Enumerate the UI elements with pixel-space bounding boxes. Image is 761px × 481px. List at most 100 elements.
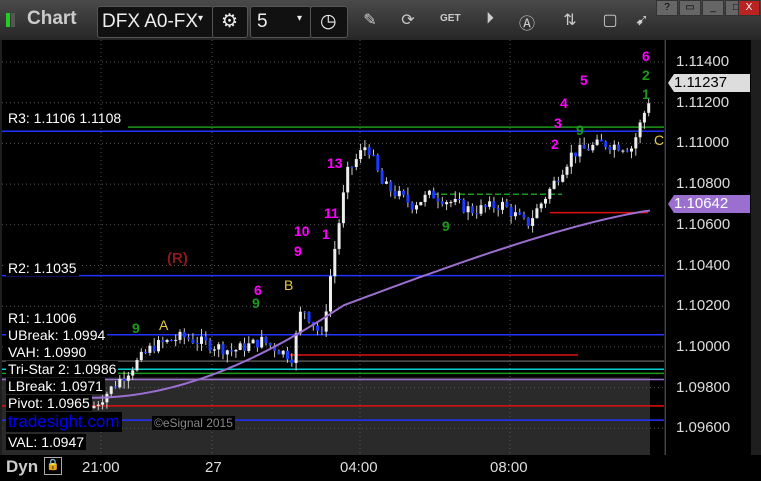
candle-body <box>466 206 470 213</box>
chevron-down-icon[interactable]: ▾ <box>198 13 204 24</box>
candle-body <box>337 223 341 249</box>
candle-body <box>354 159 358 168</box>
restore-button[interactable]: ▭ <box>679 0 701 16</box>
count-label: 9 <box>442 218 450 234</box>
bird-icon[interactable]: ➹ <box>635 12 649 29</box>
candle-body <box>204 336 208 341</box>
candle-body <box>634 137 638 149</box>
candle-body <box>178 331 182 340</box>
candle-body <box>483 205 487 207</box>
candle-body <box>294 333 298 363</box>
clock-icon: ◷ <box>320 11 337 32</box>
play-icon[interactable]: ⏵ <box>485 10 494 27</box>
interval-input[interactable]: 5 ▾ <box>250 6 312 38</box>
time-button[interactable]: ◷ <box>310 6 348 38</box>
lock-icon[interactable]: 🔒 <box>44 457 62 475</box>
chart-canvas <box>2 40 664 462</box>
candle-body <box>539 203 543 209</box>
price-axis[interactable]: 1.11400 1.11200 1.11000 1.10800 1.10600 1.104… <box>665 40 751 455</box>
candle-body <box>333 248 337 277</box>
candle-body <box>346 166 350 193</box>
watermark: tradesight.com <box>6 412 122 432</box>
candle-body <box>157 340 160 352</box>
help-button[interactable]: ? <box>656 0 678 16</box>
count-label: 2 <box>642 67 650 83</box>
refresh-chart-icon[interactable]: ⟳ <box>401 12 415 29</box>
level-vah-label: VAH: 1.0990 <box>6 344 89 360</box>
candle-body <box>384 181 388 184</box>
candle-body <box>535 208 539 219</box>
candle-body <box>432 190 436 199</box>
candle-body <box>161 340 165 342</box>
candle-body <box>427 190 431 195</box>
candle-body <box>462 200 466 213</box>
candle-body <box>174 339 178 341</box>
candle-body <box>195 343 199 345</box>
candle-body <box>488 201 492 207</box>
vwap-curve <box>91 209 651 399</box>
count-label: 1 <box>642 86 650 102</box>
candle-body <box>243 343 246 351</box>
level-lbreak-label: LBreak: 1.0971 <box>6 378 105 394</box>
swap-icon[interactable]: ⇅ <box>563 12 577 29</box>
a-marker: A <box>159 317 169 333</box>
candle-body <box>126 375 130 381</box>
candle-body <box>617 144 621 151</box>
candle-body <box>217 344 221 350</box>
candle-body <box>556 180 560 182</box>
count-label: 6 <box>254 282 262 298</box>
candle-body <box>101 402 105 405</box>
candle-body <box>372 154 375 156</box>
candle-body <box>389 181 393 192</box>
candle-body <box>221 344 225 355</box>
candle-body <box>148 345 152 353</box>
candle-body <box>324 311 328 332</box>
settings-button[interactable]: ⚙ <box>212 6 248 38</box>
app-title: Chart <box>27 8 77 29</box>
candle-body <box>531 218 535 226</box>
close-button[interactable]: X <box>738 0 760 16</box>
time-label: 08:00 <box>490 459 528 476</box>
pencil-icon[interactable]: ✎ <box>363 12 377 29</box>
candle-body <box>561 174 565 182</box>
candle-body <box>552 180 556 189</box>
candle-body <box>230 350 234 352</box>
symbol-input[interactable]: DFX A0-FX ▾ <box>97 6 214 38</box>
chevron-down-icon[interactable]: ▾ <box>297 13 303 24</box>
get-icon[interactable]: GET <box>440 13 461 24</box>
price-tick: 1.10600 <box>676 215 731 233</box>
candle-body <box>290 359 294 363</box>
candle-body <box>647 103 651 113</box>
price-tick: 1.11000 <box>676 134 730 152</box>
count-label: 1 <box>322 226 330 242</box>
candle-body <box>273 345 277 351</box>
candle-body <box>264 336 268 344</box>
candle-body <box>247 343 251 351</box>
candle-body <box>303 311 307 313</box>
count-label: 9 <box>294 243 302 259</box>
count-label: 5 <box>580 72 588 88</box>
time-label: 27 <box>205 459 222 476</box>
comment-icon[interactable]: ▢ <box>602 12 618 29</box>
candle-body <box>587 148 590 151</box>
candle-body <box>436 198 440 202</box>
candle-body <box>122 378 126 381</box>
price-chart[interactable]: R3: 1.1106 1.1108 R2: 1.1035 R1: 1.1006 … <box>2 40 665 462</box>
count-label: 2 <box>551 136 559 152</box>
candle-body <box>544 198 547 204</box>
c-marker: C <box>654 132 665 148</box>
candle-body <box>595 139 599 145</box>
candle-body <box>423 194 427 203</box>
candle-body <box>341 192 345 224</box>
candle-body <box>522 214 526 218</box>
minimize-button[interactable]: _ <box>702 0 724 16</box>
candle-body <box>114 386 117 388</box>
price-tick: 1.10200 <box>676 297 731 315</box>
drag-grip[interactable] <box>6 13 10 27</box>
a-circle-icon[interactable]: Ⓐ <box>518 16 535 33</box>
candle-body <box>496 208 500 210</box>
b-marker: B <box>284 277 294 293</box>
candle-body <box>458 198 461 201</box>
candle-body <box>200 336 203 344</box>
candle-body <box>260 336 264 348</box>
